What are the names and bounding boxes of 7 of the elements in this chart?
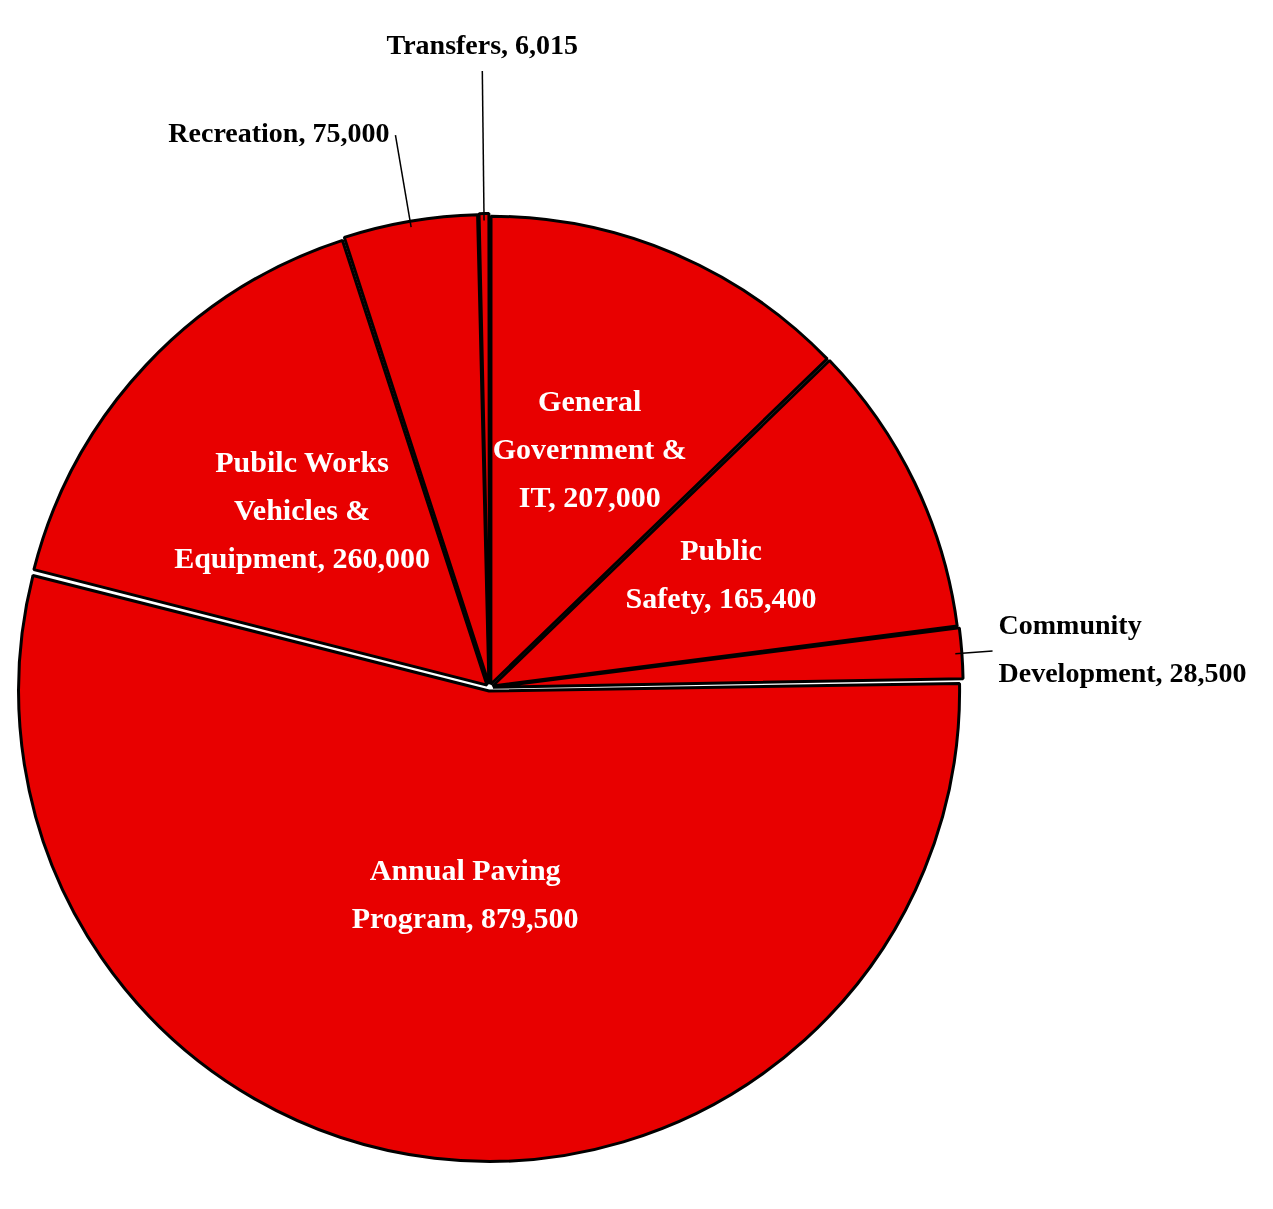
slice-label: Public Safety, 165,400 [625,532,817,614]
slice-label: General Government & IT, 207,000 [492,383,687,513]
slice-label: Recreation, 75,000 [168,117,390,149]
slice-label: Transfers, 6,015 [386,29,579,61]
slice-label: Community Development, 28,500 [998,609,1247,689]
slice-label: Pubilc Works Vehicles & Equipment, 260,000 [174,444,431,574]
slice-label: Annual Paving Program, 879,500 [351,852,579,934]
